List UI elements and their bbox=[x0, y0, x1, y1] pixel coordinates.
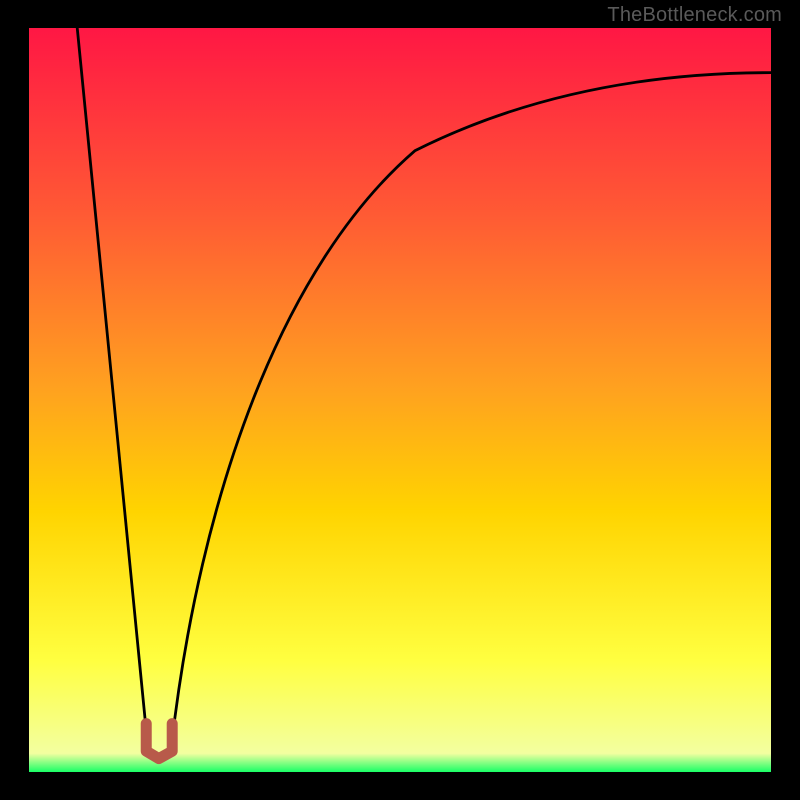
chart-frame: TheBottleneck.com bbox=[0, 0, 800, 800]
trough-marker bbox=[146, 724, 172, 759]
plot-gradient-area bbox=[29, 28, 771, 772]
curve-left-branch bbox=[77, 28, 147, 746]
watermark-text: TheBottleneck.com bbox=[607, 4, 782, 27]
curve-right-branch bbox=[171, 73, 771, 746]
curve-overlay bbox=[29, 28, 771, 772]
